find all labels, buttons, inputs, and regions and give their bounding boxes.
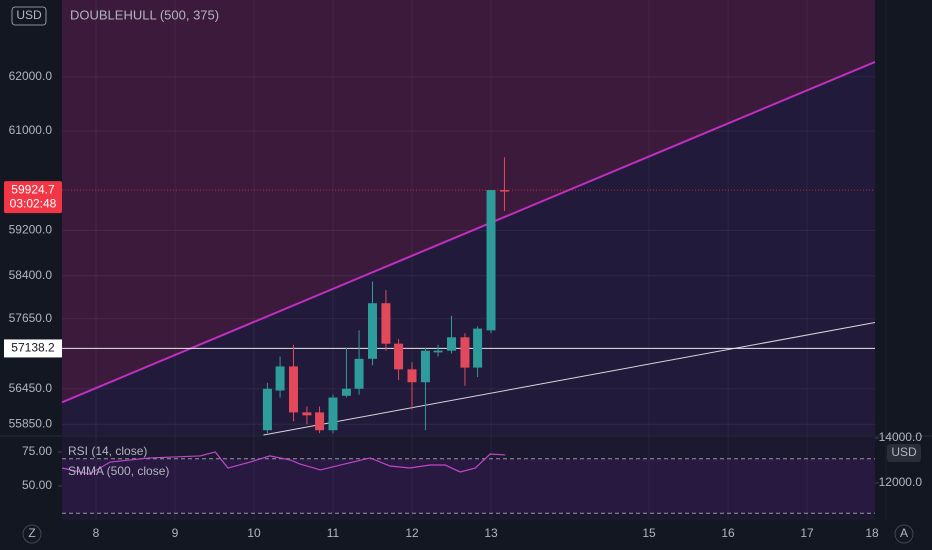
- candle: [262, 382, 272, 434]
- candle-body: [288, 366, 298, 413]
- price-label-box: [4, 181, 62, 214]
- candle-body: [262, 388, 272, 431]
- candle: [486, 190, 496, 334]
- countdown-label: 03:02:48: [10, 196, 57, 210]
- left-button[interactable]: [22, 524, 42, 544]
- candle: [473, 326, 483, 377]
- x-tick-label: 11: [327, 526, 340, 540]
- smma-currency-badge[interactable]: [887, 444, 921, 462]
- candle-body: [433, 350, 443, 353]
- candle-body: [499, 190, 509, 192]
- candle-body: [447, 337, 457, 351]
- indicator-title: DOUBLEHULL (500, 375): [70, 7, 219, 22]
- x-tick-label: 18: [865, 526, 879, 540]
- trendline: [61, 60, 876, 404]
- y-tick-label: 59200.0: [9, 223, 53, 237]
- candle-body: [368, 303, 378, 359]
- candle: [288, 344, 298, 422]
- candle-body: [420, 350, 430, 383]
- trendline: [263, 322, 876, 436]
- candle-body: [473, 328, 483, 368]
- candle-body: [394, 343, 404, 370]
- crosshair-label: 57138.2: [11, 341, 55, 355]
- y-tick-label: 56450.0: [9, 381, 53, 395]
- candle-body: [328, 397, 338, 431]
- y-tick-label: 62000.0: [9, 69, 53, 83]
- currency[interactable]: USD: [16, 8, 42, 22]
- smma-tick-label: 14000.0: [879, 430, 923, 444]
- left-button-label[interactable]: Z: [28, 526, 35, 540]
- candle: [394, 339, 404, 380]
- candle: [447, 315, 457, 354]
- x-tick-label: 15: [642, 526, 656, 540]
- candle: [381, 290, 391, 351]
- candle-body: [460, 337, 470, 368]
- rsi-title: RSI (14, close): [68, 444, 147, 458]
- rsi-tick-label: 50.00: [22, 478, 52, 492]
- y-tick-label: 57650.0: [9, 311, 53, 325]
- candle-body: [315, 412, 325, 431]
- candle-body: [354, 358, 364, 389]
- candle: [420, 347, 430, 431]
- price-label: 59924.7: [11, 182, 55, 196]
- x-tick-label: 16: [721, 526, 735, 540]
- candle-body: [486, 190, 496, 331]
- y-tick-label: 61000.0: [9, 123, 53, 137]
- smma-tick-label: 12000.0: [879, 475, 923, 489]
- candle: [275, 356, 285, 398]
- x-tick-label: 12: [405, 526, 419, 540]
- candle: [315, 406, 325, 434]
- candle: [433, 344, 443, 357]
- candle-body: [275, 366, 285, 391]
- candle: [499, 157, 509, 211]
- y-tick-label: 55850.0: [9, 416, 53, 430]
- smma-title: SMMA (500, close): [68, 464, 169, 478]
- rsi-band-zone: [62, 458, 875, 514]
- rsi-tick-label: 75.00: [22, 444, 52, 458]
- candle: [328, 394, 338, 434]
- candle: [460, 333, 470, 386]
- candle-body: [302, 412, 312, 416]
- candle-body: [341, 388, 351, 396]
- rsi-line: [61, 451, 506, 475]
- candle: [354, 330, 364, 395]
- y-tick-label: 58400.0: [9, 268, 53, 282]
- x-tick-label: 8: [93, 526, 100, 540]
- right-button-label[interactable]: A: [900, 526, 908, 540]
- lower-zone: [62, 61, 875, 435]
- x-tick-label: 9: [172, 526, 179, 540]
- candle: [368, 281, 378, 366]
- right-button[interactable]: [894, 524, 914, 544]
- candle: [341, 347, 351, 398]
- crosshair-label-box: [4, 339, 62, 358]
- candle-body: [407, 369, 417, 383]
- currency-badge[interactable]: [11, 6, 47, 26]
- x-tick-label: 17: [800, 526, 814, 540]
- x-tick-label: 10: [247, 526, 261, 540]
- candle: [407, 362, 417, 410]
- x-tick-label: 13: [484, 526, 498, 540]
- smma-currency[interactable]: USD: [891, 445, 917, 459]
- candle: [302, 406, 312, 425]
- candle-body: [381, 303, 391, 344]
